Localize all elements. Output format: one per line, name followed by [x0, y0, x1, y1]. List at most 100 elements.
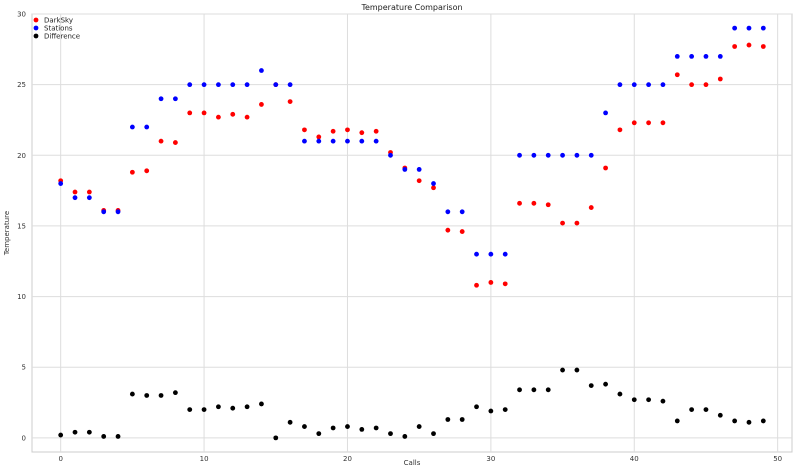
difference-point	[129, 391, 135, 397]
darksky-point	[760, 44, 766, 49]
difference-point	[244, 404, 250, 410]
stations-point	[216, 82, 221, 88]
stations-point	[760, 25, 766, 31]
stations-point	[459, 209, 465, 215]
difference-point	[115, 434, 121, 439]
stations-point	[517, 152, 522, 158]
stations-point	[388, 152, 393, 158]
difference-point	[617, 391, 623, 397]
stations-point	[244, 82, 250, 88]
difference-point	[474, 404, 479, 410]
difference-point	[445, 417, 451, 422]
y-tick-label: 15	[17, 222, 26, 230]
stations-point	[646, 82, 652, 88]
difference-point	[101, 434, 107, 439]
y-tick-label: 30	[17, 11, 26, 19]
difference-point	[144, 393, 150, 398]
darksky-point	[431, 185, 436, 191]
difference-point	[746, 419, 752, 425]
difference-point	[588, 383, 594, 388]
x-tick-label: 50	[773, 455, 782, 463]
stations-point	[172, 96, 178, 102]
stations-point	[717, 53, 723, 59]
y-tick-label: 20	[17, 152, 26, 160]
chart-title: Temperature Comparison	[360, 3, 462, 12]
darksky-point	[502, 281, 508, 287]
difference-point	[345, 424, 350, 429]
darksky-point	[244, 114, 250, 120]
difference-point	[760, 418, 766, 424]
difference-point	[158, 393, 164, 398]
darksky-point	[588, 205, 594, 210]
stations-point	[345, 138, 350, 144]
stations-point	[330, 138, 336, 144]
stations-point	[402, 167, 408, 172]
darksky-point	[172, 140, 178, 145]
darksky-point	[259, 102, 264, 107]
stations-point	[302, 138, 307, 144]
darksky-point	[144, 168, 150, 174]
darksky-point	[574, 220, 580, 226]
stations-point	[273, 82, 279, 88]
stations-point	[631, 82, 637, 88]
darksky-point	[617, 127, 623, 133]
darksky-point	[201, 110, 207, 116]
darksky-point	[646, 120, 652, 126]
difference-point	[531, 387, 537, 393]
stations-point	[617, 82, 623, 88]
difference-point	[359, 426, 365, 432]
difference-point	[502, 407, 508, 413]
darksky-point	[187, 110, 193, 116]
darksky-point	[86, 189, 92, 195]
stations-point	[316, 138, 322, 144]
darksky-point	[560, 220, 565, 226]
legend-marker-stations	[33, 25, 39, 31]
stations-point	[746, 25, 752, 31]
darksky-point	[689, 82, 695, 88]
darksky-point	[631, 120, 637, 126]
darksky-point	[416, 178, 422, 184]
y-tick-label: 25	[17, 81, 26, 89]
legend-label-stations: Stations	[44, 25, 73, 33]
stations-point	[445, 209, 451, 215]
plot-area	[31, 13, 793, 453]
stations-point	[287, 82, 293, 88]
darksky-point	[359, 130, 365, 136]
stations-point	[474, 251, 479, 257]
darksky-point	[287, 99, 293, 104]
darksky-point	[717, 76, 723, 82]
stations-point	[660, 82, 666, 88]
difference-point	[431, 431, 436, 437]
difference-point	[373, 425, 379, 431]
darksky-point	[72, 189, 78, 195]
darksky-point	[545, 202, 551, 208]
stations-point	[58, 181, 64, 186]
darksky-point	[302, 127, 307, 133]
x-tick-label: 30	[486, 455, 495, 463]
darksky-point	[474, 282, 479, 288]
y-tick-label: 0	[22, 434, 26, 442]
difference-point	[72, 429, 78, 435]
darksky-point	[674, 72, 680, 78]
data-points	[58, 25, 766, 441]
stations-point	[431, 181, 436, 186]
difference-point	[58, 432, 64, 438]
stations-point	[674, 53, 680, 59]
difference-point	[660, 398, 666, 404]
darksky-point	[158, 138, 164, 144]
difference-point	[545, 387, 551, 393]
stations-point	[588, 152, 594, 158]
difference-point	[416, 424, 422, 429]
y-tick-label: 10	[17, 293, 26, 301]
legend-label-darksky: DarkSky	[44, 17, 73, 25]
difference-point	[631, 397, 637, 403]
stations-point	[86, 195, 92, 201]
darksky-point	[732, 44, 738, 49]
darksky-point	[488, 280, 494, 285]
difference-point	[201, 407, 207, 413]
darksky-point	[129, 169, 135, 175]
darksky-point	[703, 82, 709, 88]
difference-point	[302, 424, 307, 429]
difference-point	[273, 435, 279, 441]
